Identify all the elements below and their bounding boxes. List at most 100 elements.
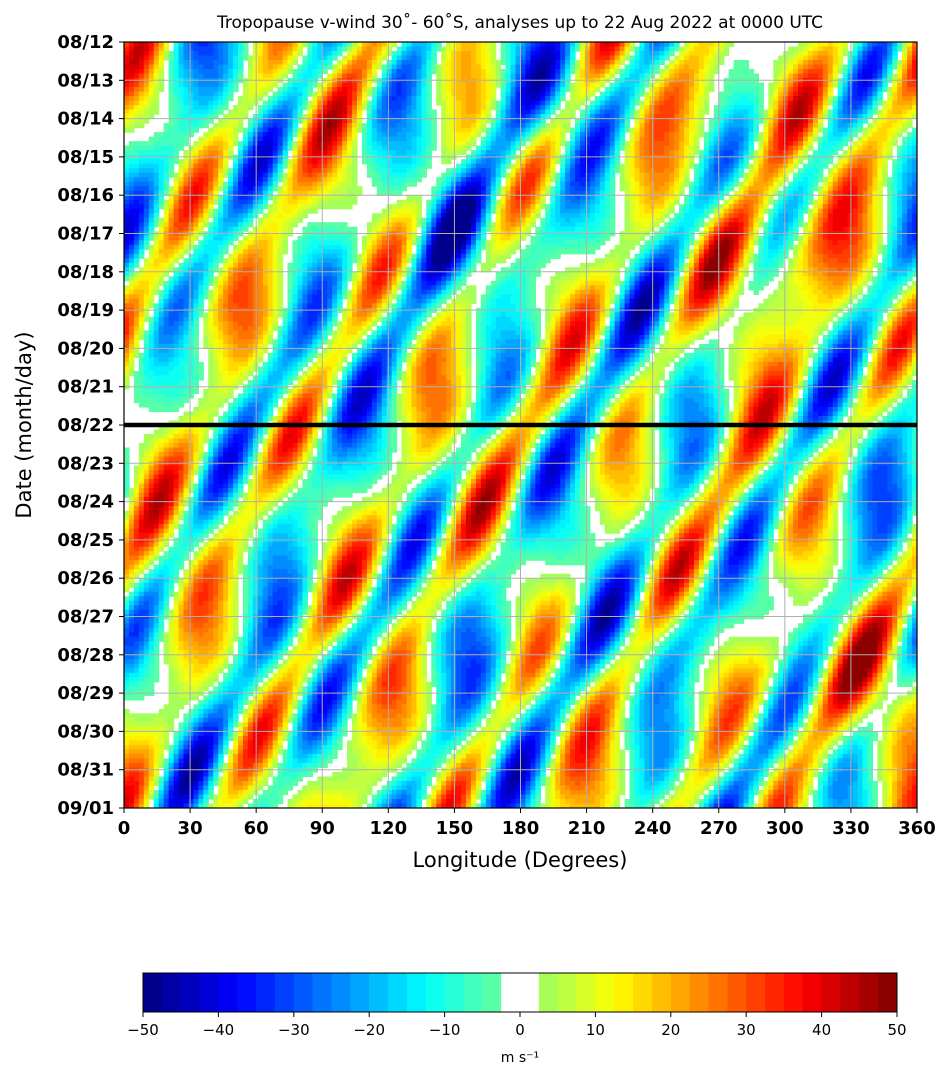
field-cell bbox=[718, 145, 725, 151]
field-cell bbox=[208, 186, 214, 192]
field-cell bbox=[867, 91, 873, 97]
field-cell bbox=[609, 163, 616, 169]
field-cell bbox=[842, 123, 849, 129]
field-cell bbox=[277, 87, 284, 93]
field-cell bbox=[693, 163, 700, 169]
field-cell bbox=[411, 105, 418, 111]
field-cell bbox=[143, 181, 150, 187]
field-cell bbox=[817, 109, 824, 115]
field-cell bbox=[902, 150, 908, 156]
field-cell bbox=[257, 136, 264, 142]
field-cell bbox=[912, 42, 917, 48]
field-cell bbox=[535, 105, 541, 111]
field-cell bbox=[302, 195, 308, 201]
field-cell bbox=[213, 55, 219, 61]
field-cell bbox=[297, 64, 304, 70]
field-cell bbox=[133, 109, 140, 115]
field-cell bbox=[262, 159, 269, 165]
field-cell bbox=[669, 114, 675, 120]
field-cell bbox=[713, 118, 720, 124]
field-cell bbox=[148, 105, 155, 111]
field-cell bbox=[520, 64, 527, 70]
field-cell bbox=[302, 163, 308, 169]
field-cell bbox=[550, 172, 556, 178]
field-cell bbox=[277, 195, 284, 201]
field-cell bbox=[208, 145, 214, 151]
field-cell bbox=[465, 55, 472, 61]
field-cell bbox=[485, 177, 492, 183]
field-cell bbox=[565, 141, 571, 147]
field-cell bbox=[322, 96, 328, 102]
field-cell bbox=[456, 64, 462, 70]
field-cell bbox=[317, 73, 323, 79]
field-cell bbox=[480, 177, 487, 183]
field-cell bbox=[679, 51, 685, 57]
field-cell bbox=[371, 123, 378, 129]
field-cell bbox=[158, 55, 165, 61]
field-cell bbox=[158, 163, 165, 169]
field-cell bbox=[411, 123, 418, 129]
field-cell bbox=[708, 150, 715, 156]
field-cell bbox=[520, 172, 527, 178]
field-cell bbox=[272, 100, 279, 106]
field-cell bbox=[674, 172, 680, 178]
field-cell bbox=[713, 127, 720, 133]
field-cell bbox=[411, 100, 418, 106]
field-cell bbox=[351, 190, 358, 196]
field-cell bbox=[456, 73, 462, 79]
field-cell bbox=[609, 46, 616, 52]
field-cell bbox=[862, 186, 869, 192]
field-cell bbox=[892, 46, 898, 52]
field-cell bbox=[485, 172, 492, 178]
field-cell bbox=[634, 114, 641, 120]
field-cell bbox=[679, 172, 685, 178]
field-cell bbox=[446, 51, 452, 57]
field-cell bbox=[540, 100, 546, 106]
field-cell bbox=[262, 177, 269, 183]
field-cell bbox=[297, 105, 304, 111]
field-cell bbox=[540, 123, 546, 129]
field-cell bbox=[664, 132, 670, 138]
field-cell bbox=[252, 190, 259, 196]
field-cell bbox=[356, 46, 363, 52]
field-cell bbox=[426, 100, 432, 106]
field-cell bbox=[644, 177, 650, 183]
field-cell bbox=[827, 91, 834, 97]
field-cell bbox=[793, 181, 799, 187]
field-cell bbox=[470, 141, 477, 147]
field-cell bbox=[768, 109, 774, 115]
field-cell bbox=[594, 96, 601, 102]
field-cell bbox=[351, 51, 358, 57]
field-cell bbox=[446, 87, 452, 93]
field-cell bbox=[827, 96, 834, 102]
field-cell bbox=[143, 55, 150, 61]
field-cell bbox=[847, 69, 854, 75]
field-cell bbox=[912, 55, 917, 61]
field-cell bbox=[332, 109, 338, 115]
field-cell bbox=[812, 60, 819, 66]
field-cell bbox=[827, 190, 834, 196]
field-cell bbox=[768, 190, 774, 196]
field-cell bbox=[817, 87, 824, 93]
field-cell bbox=[178, 177, 185, 183]
field-cell bbox=[579, 82, 586, 88]
field-cell bbox=[148, 114, 155, 120]
field-cell bbox=[198, 73, 204, 79]
field-cell bbox=[520, 118, 527, 124]
field-cell bbox=[763, 186, 769, 192]
field-cell bbox=[837, 159, 844, 165]
field-cell bbox=[282, 64, 289, 70]
field-cell bbox=[500, 105, 507, 111]
field-cell bbox=[138, 87, 145, 93]
field-cell bbox=[203, 87, 209, 93]
field-cell bbox=[143, 105, 150, 111]
field-cell bbox=[674, 87, 680, 93]
field-cell bbox=[133, 96, 140, 102]
field-cell bbox=[138, 181, 145, 187]
field-cell bbox=[461, 69, 467, 75]
field-cell bbox=[822, 55, 829, 61]
field-cell bbox=[827, 136, 834, 142]
field-cell bbox=[188, 118, 194, 124]
field-cell bbox=[292, 150, 299, 156]
field-cell bbox=[247, 100, 254, 106]
